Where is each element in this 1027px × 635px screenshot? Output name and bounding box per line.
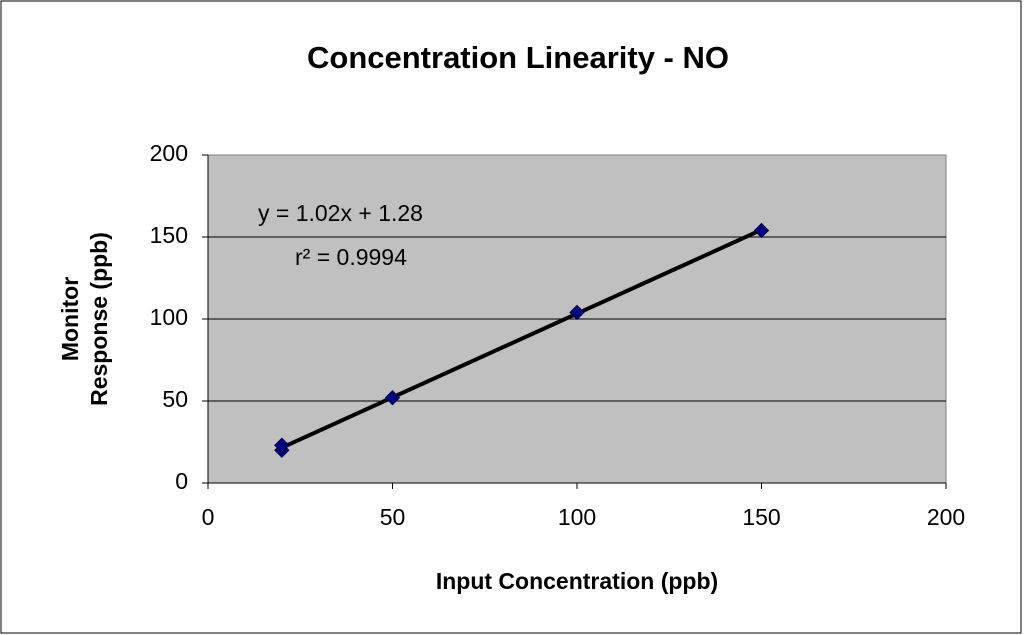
y-tick-label: 0 xyxy=(175,468,188,494)
y-tick-label: 200 xyxy=(150,140,188,166)
y-tick-label: 50 xyxy=(162,386,188,412)
equation: y = 1.02x + 1.28 xyxy=(258,200,423,226)
x-tick-label: 50 xyxy=(380,504,406,530)
y-axis-label: Response (ppb) xyxy=(86,232,112,406)
x-tick-label: 100 xyxy=(558,504,596,530)
r-squared: r² = 0.9994 xyxy=(295,244,407,270)
trendline xyxy=(280,227,763,450)
data-point xyxy=(274,437,290,453)
x-tick-label: 200 xyxy=(927,504,965,530)
data-point xyxy=(384,390,401,406)
y-axis-label: Monitor xyxy=(57,277,83,361)
chart-title: Concentration Linearity - NO xyxy=(307,40,729,75)
data-point xyxy=(569,304,585,321)
x-axis-label: Input Concentration (ppb) xyxy=(436,568,718,594)
y-tick-label: 100 xyxy=(150,304,188,330)
y-tick-label: 150 xyxy=(150,222,188,248)
data-point xyxy=(753,222,770,239)
x-tick-label: 150 xyxy=(742,504,780,530)
x-tick-label: 0 xyxy=(202,504,215,530)
